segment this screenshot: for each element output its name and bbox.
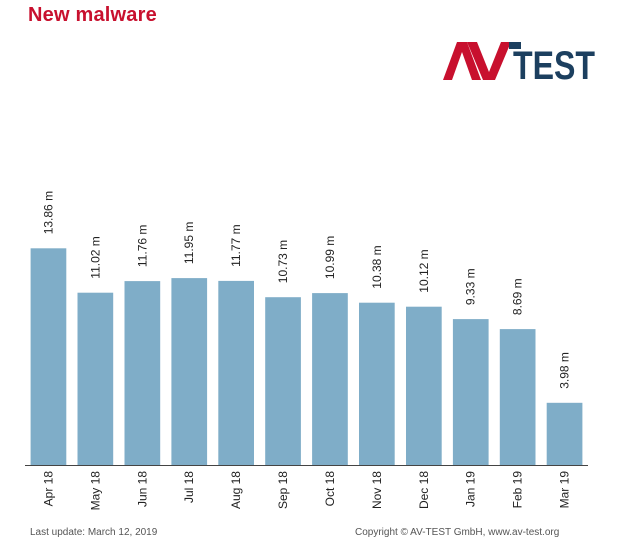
chart-title: New malware xyxy=(28,4,157,26)
value-label: 11.77 m xyxy=(229,224,243,266)
bar-mar-19 xyxy=(546,402,583,465)
category-label: Mar 19 xyxy=(558,471,572,509)
category-label: Apr 18 xyxy=(42,471,56,507)
category-label: Sep 18 xyxy=(276,471,290,509)
bar-may-18 xyxy=(77,292,114,465)
copyright-text: Copyright © AV-TEST GmbH, www.av-test.or… xyxy=(355,527,560,538)
value-label: 11.76 m xyxy=(135,225,149,267)
category-label: Jul 18 xyxy=(182,471,196,503)
last-update-text: Last update: March 12, 2019 xyxy=(30,527,158,538)
value-label: 8.69 m xyxy=(511,278,525,315)
bar-feb-19 xyxy=(499,329,536,465)
value-label: 13.86 m xyxy=(42,191,56,234)
bar-jun-18 xyxy=(124,281,161,465)
category-label: Nov 18 xyxy=(370,471,384,509)
bar-sep-18 xyxy=(265,297,301,465)
av-test-logo-mark xyxy=(443,42,521,80)
bar-jul-18 xyxy=(171,278,208,465)
av-test-logo: TEST xyxy=(443,42,595,82)
category-label: Aug 18 xyxy=(229,471,243,509)
bar-oct-18 xyxy=(312,293,348,465)
category-label: Feb 19 xyxy=(511,471,525,509)
value-label: 3.98 m xyxy=(558,352,572,389)
bar-apr-18 xyxy=(30,248,67,465)
av-test-logo-text: TEST xyxy=(513,44,595,82)
value-label: 11.02 m xyxy=(88,236,102,278)
value-label: 11.95 m xyxy=(182,222,196,264)
category-labels-group: Apr 18 May 18 Jun 18 Jul 18 Aug 18 Sep 18 Oct … xyxy=(42,471,572,511)
value-labels-group: 13.86 m 11.02 m 11.76 m 11.95 m 11.77 m 10.73… xyxy=(42,191,572,389)
bar-nov-18 xyxy=(359,302,395,465)
value-label: 10.99 m xyxy=(323,236,337,279)
bar-chart: 13.86 m 11.02 m 11.76 m 11.95 m 11.77 m 10.73… xyxy=(25,191,588,511)
category-label: Dec 18 xyxy=(417,471,431,509)
bars-group xyxy=(30,248,583,465)
bar-jan-19 xyxy=(452,319,489,465)
value-label: 9.33 m xyxy=(464,268,478,305)
value-label: 10.38 m xyxy=(370,245,384,288)
value-label: 10.12 m xyxy=(417,249,431,292)
bar-aug-18 xyxy=(218,280,254,465)
value-label: 10.73 m xyxy=(276,240,290,283)
category-label: Oct 18 xyxy=(323,471,337,507)
bar-dec-18 xyxy=(406,306,442,465)
category-label: Jun 18 xyxy=(135,471,149,507)
category-label: May 18 xyxy=(88,471,102,511)
category-label: Jan 19 xyxy=(464,471,478,507)
